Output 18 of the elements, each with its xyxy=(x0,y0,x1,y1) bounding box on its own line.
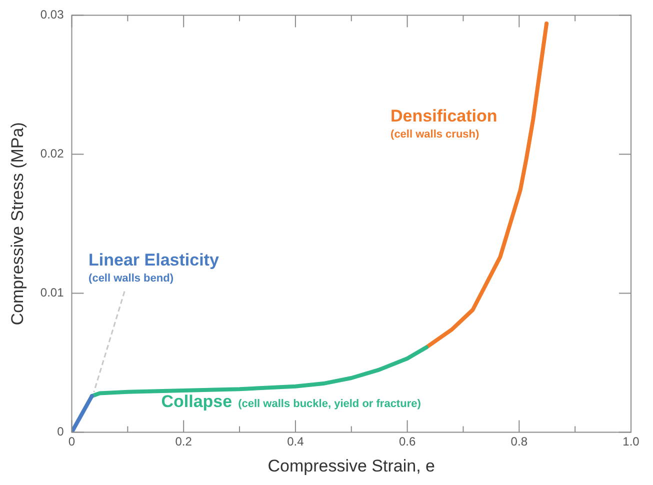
y-tick-label: 0.03 xyxy=(40,8,64,22)
y-tick-label: 0.02 xyxy=(40,146,64,161)
y-tick-label: 0.01 xyxy=(40,286,64,300)
annotation: (cell walls bend) xyxy=(88,272,174,284)
x-axis-title: Compressive Strain, e xyxy=(268,456,435,476)
x-tick-label: 0.6 xyxy=(398,434,416,449)
series-label: Collapse xyxy=(161,392,232,412)
x-tick-label: 0.4 xyxy=(287,434,304,449)
text: Densification xyxy=(390,106,498,126)
annotation: (cell walls buckle, yield or fracture) xyxy=(238,398,422,410)
x-tick-label: 0.2 xyxy=(175,434,192,449)
y-tick-label: 0 xyxy=(57,424,64,439)
x-tick-label: 0 xyxy=(68,434,76,449)
text: Linear Elasticity xyxy=(88,250,220,270)
annotation: (cell walls crush) xyxy=(390,128,480,141)
y-axis-title: Compressive Stress (MPa) xyxy=(8,122,27,326)
x-tick-label: 0.8 xyxy=(510,434,528,449)
x-tick-label: 1.0 xyxy=(622,434,640,449)
